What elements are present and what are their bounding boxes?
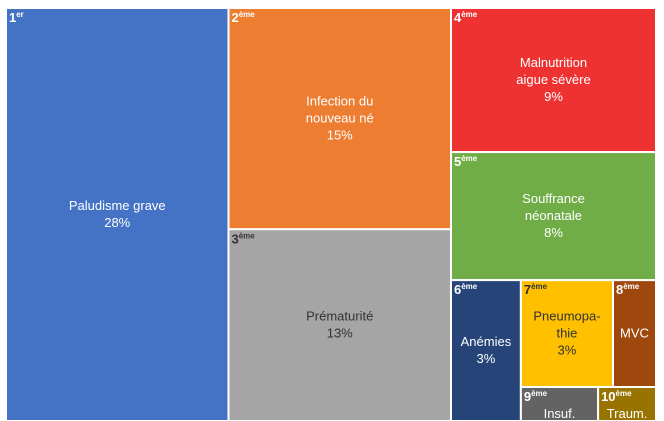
tile-rect <box>519 385 600 421</box>
tile-label: MVC <box>620 326 649 341</box>
tile-label-line: thie <box>556 326 577 341</box>
rank-suffix: ème <box>531 389 548 398</box>
tile: 10ème Traum. <box>597 385 657 421</box>
tile-label-line: Malnutrition <box>520 55 587 70</box>
tile-label-line: 15% <box>327 128 353 143</box>
rank-suffix: ème <box>239 231 256 240</box>
tile-rect <box>449 151 657 282</box>
tile-label-line: 3% <box>477 351 496 366</box>
tile-label-line: 9% <box>544 89 563 104</box>
tile-label-line: 28% <box>104 215 130 230</box>
tile-rect <box>519 279 615 388</box>
rank-suffix: ème <box>461 10 478 19</box>
rank-number: 6 <box>454 282 461 297</box>
tile: 1er Paludisme grave 28% <box>5 7 230 421</box>
tile: 8ème MVC <box>612 279 657 388</box>
tile-label-line: Prématurité <box>306 309 373 324</box>
tile-label-line: Infection du <box>306 94 373 109</box>
rank-number: 4 <box>454 10 462 25</box>
tile-rect <box>227 228 452 421</box>
tile-label: Anémies 3% <box>461 334 512 366</box>
tile-label: Malnutrition aigue sévère 9% <box>516 55 590 104</box>
tile-label-line: Insuf. <box>544 406 576 421</box>
tile-label-line: 8% <box>544 225 563 240</box>
rank-number: 2 <box>231 10 238 25</box>
tile-label: Prématurité 13% <box>306 309 373 341</box>
tile-label: Souffrance néonatale 8% <box>522 191 585 240</box>
tile-rect <box>612 279 657 388</box>
tile-label-line: aigue sévère <box>516 72 590 87</box>
tile-label-line: nouveau né <box>306 111 374 126</box>
tile-label: Insuf. <box>544 406 576 421</box>
rank-suffix: ème <box>531 282 548 291</box>
tile: 9ème Insuf. <box>519 385 600 421</box>
tile-label-line: 13% <box>327 326 353 341</box>
rank-label: 8ème <box>616 282 640 297</box>
rank-number: 8 <box>616 282 623 297</box>
rank-number: 10 <box>601 389 615 404</box>
tile-label-line: Traum. <box>607 406 648 421</box>
rank-number: 1 <box>9 10 16 25</box>
rank-suffix: ème <box>623 282 640 291</box>
rank-number: 3 <box>231 231 238 246</box>
rank-label: 6ème <box>454 282 478 297</box>
tile-label-line: Paludisme grave <box>69 198 166 213</box>
rank-label: 9ème <box>524 389 548 404</box>
rank-suffix: ème <box>239 10 256 19</box>
tile: 6ème Anémies 3% <box>449 279 522 421</box>
rank-number: 5 <box>454 154 461 169</box>
tile-label: Traum. <box>607 406 648 421</box>
rank-label: 2ème <box>231 10 255 25</box>
tile-label-line: néonatale <box>525 208 582 223</box>
rank-number: 7 <box>524 282 531 297</box>
tile-rect <box>227 7 452 231</box>
rank-suffix: ème <box>461 154 478 163</box>
tile-label: Paludisme grave 28% <box>69 198 166 230</box>
rank-label: 10ème <box>601 389 632 404</box>
tile-label: Infection du nouveau né 15% <box>306 94 374 143</box>
rank-suffix: ème <box>461 282 478 291</box>
tile-label-line: Souffrance <box>522 191 585 206</box>
tile: 7ème Pneumopa-thie 3% <box>519 279 615 388</box>
tile-label-line: MVC <box>620 326 649 341</box>
tile-rect <box>5 7 230 421</box>
rank-label: 4ème <box>454 10 478 25</box>
tile: 3ème Prématurité 13% <box>227 228 452 421</box>
tile-label-line: 3% <box>558 343 577 358</box>
rank-label: 1er <box>9 10 24 25</box>
tile: 5ème Souffrance néonatale 8% <box>449 151 657 282</box>
tile-label-line: Anémies <box>461 334 512 349</box>
rank-suffix: ème <box>616 389 633 398</box>
rank-number: 9 <box>524 389 531 404</box>
tile-label: Pneumopa-thie 3% <box>533 309 600 358</box>
tile-label-line: Pneumopa- <box>533 309 600 324</box>
rank-label: 5ème <box>454 154 478 169</box>
rank-label: 3ème <box>231 231 255 246</box>
tile: 2ème Infection du nouveau né 15% <box>227 7 452 231</box>
rank-label: 7ème <box>524 282 548 297</box>
rank-suffix: er <box>16 10 24 19</box>
tile: 4ème Malnutrition aigue sévère 9% <box>449 7 657 154</box>
tile-rect <box>597 385 657 421</box>
